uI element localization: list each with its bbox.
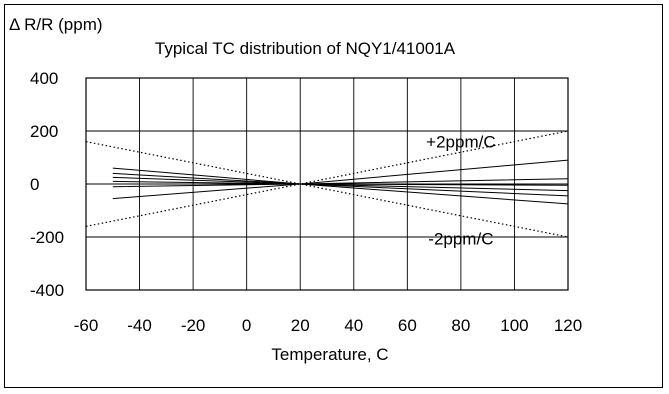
x-tick-label: 20: [291, 316, 310, 335]
limit-line: [85, 141, 569, 238]
x-tick-label: 40: [344, 316, 363, 335]
annotation-label: -2ppm/C: [428, 229, 493, 248]
x-tick-label: 80: [451, 316, 470, 335]
y-axis-label: Δ R/R (ppm): [9, 15, 103, 34]
series-lines: [85, 130, 569, 238]
annotations: +2ppm/C -2ppm/C: [426, 133, 495, 249]
y-tick-label: 400: [30, 69, 58, 88]
x-tick-label: -40: [127, 316, 152, 335]
x-axis-label: Temperature, C: [271, 345, 388, 364]
x-tick-label: -20: [181, 316, 206, 335]
tc-series-line: [112, 167, 569, 205]
x-tick-label: 120: [554, 316, 582, 335]
x-tick-label: 60: [398, 316, 417, 335]
y-tick-label: -400: [30, 281, 64, 300]
chart-title: Typical TC distribution of NQY1/41001A: [155, 39, 456, 58]
y-tick-label: 200: [30, 122, 58, 141]
y-tick-label: -200: [30, 228, 64, 247]
annotation-label: +2ppm/C: [426, 133, 495, 152]
y-tick-label: 0: [30, 175, 39, 194]
x-tick-label: 100: [500, 316, 528, 335]
limit-line: [85, 130, 569, 227]
x-tick-label: 0: [242, 316, 251, 335]
x-tick-label: -60: [74, 316, 99, 335]
chart-frame: [4, 4, 663, 388]
